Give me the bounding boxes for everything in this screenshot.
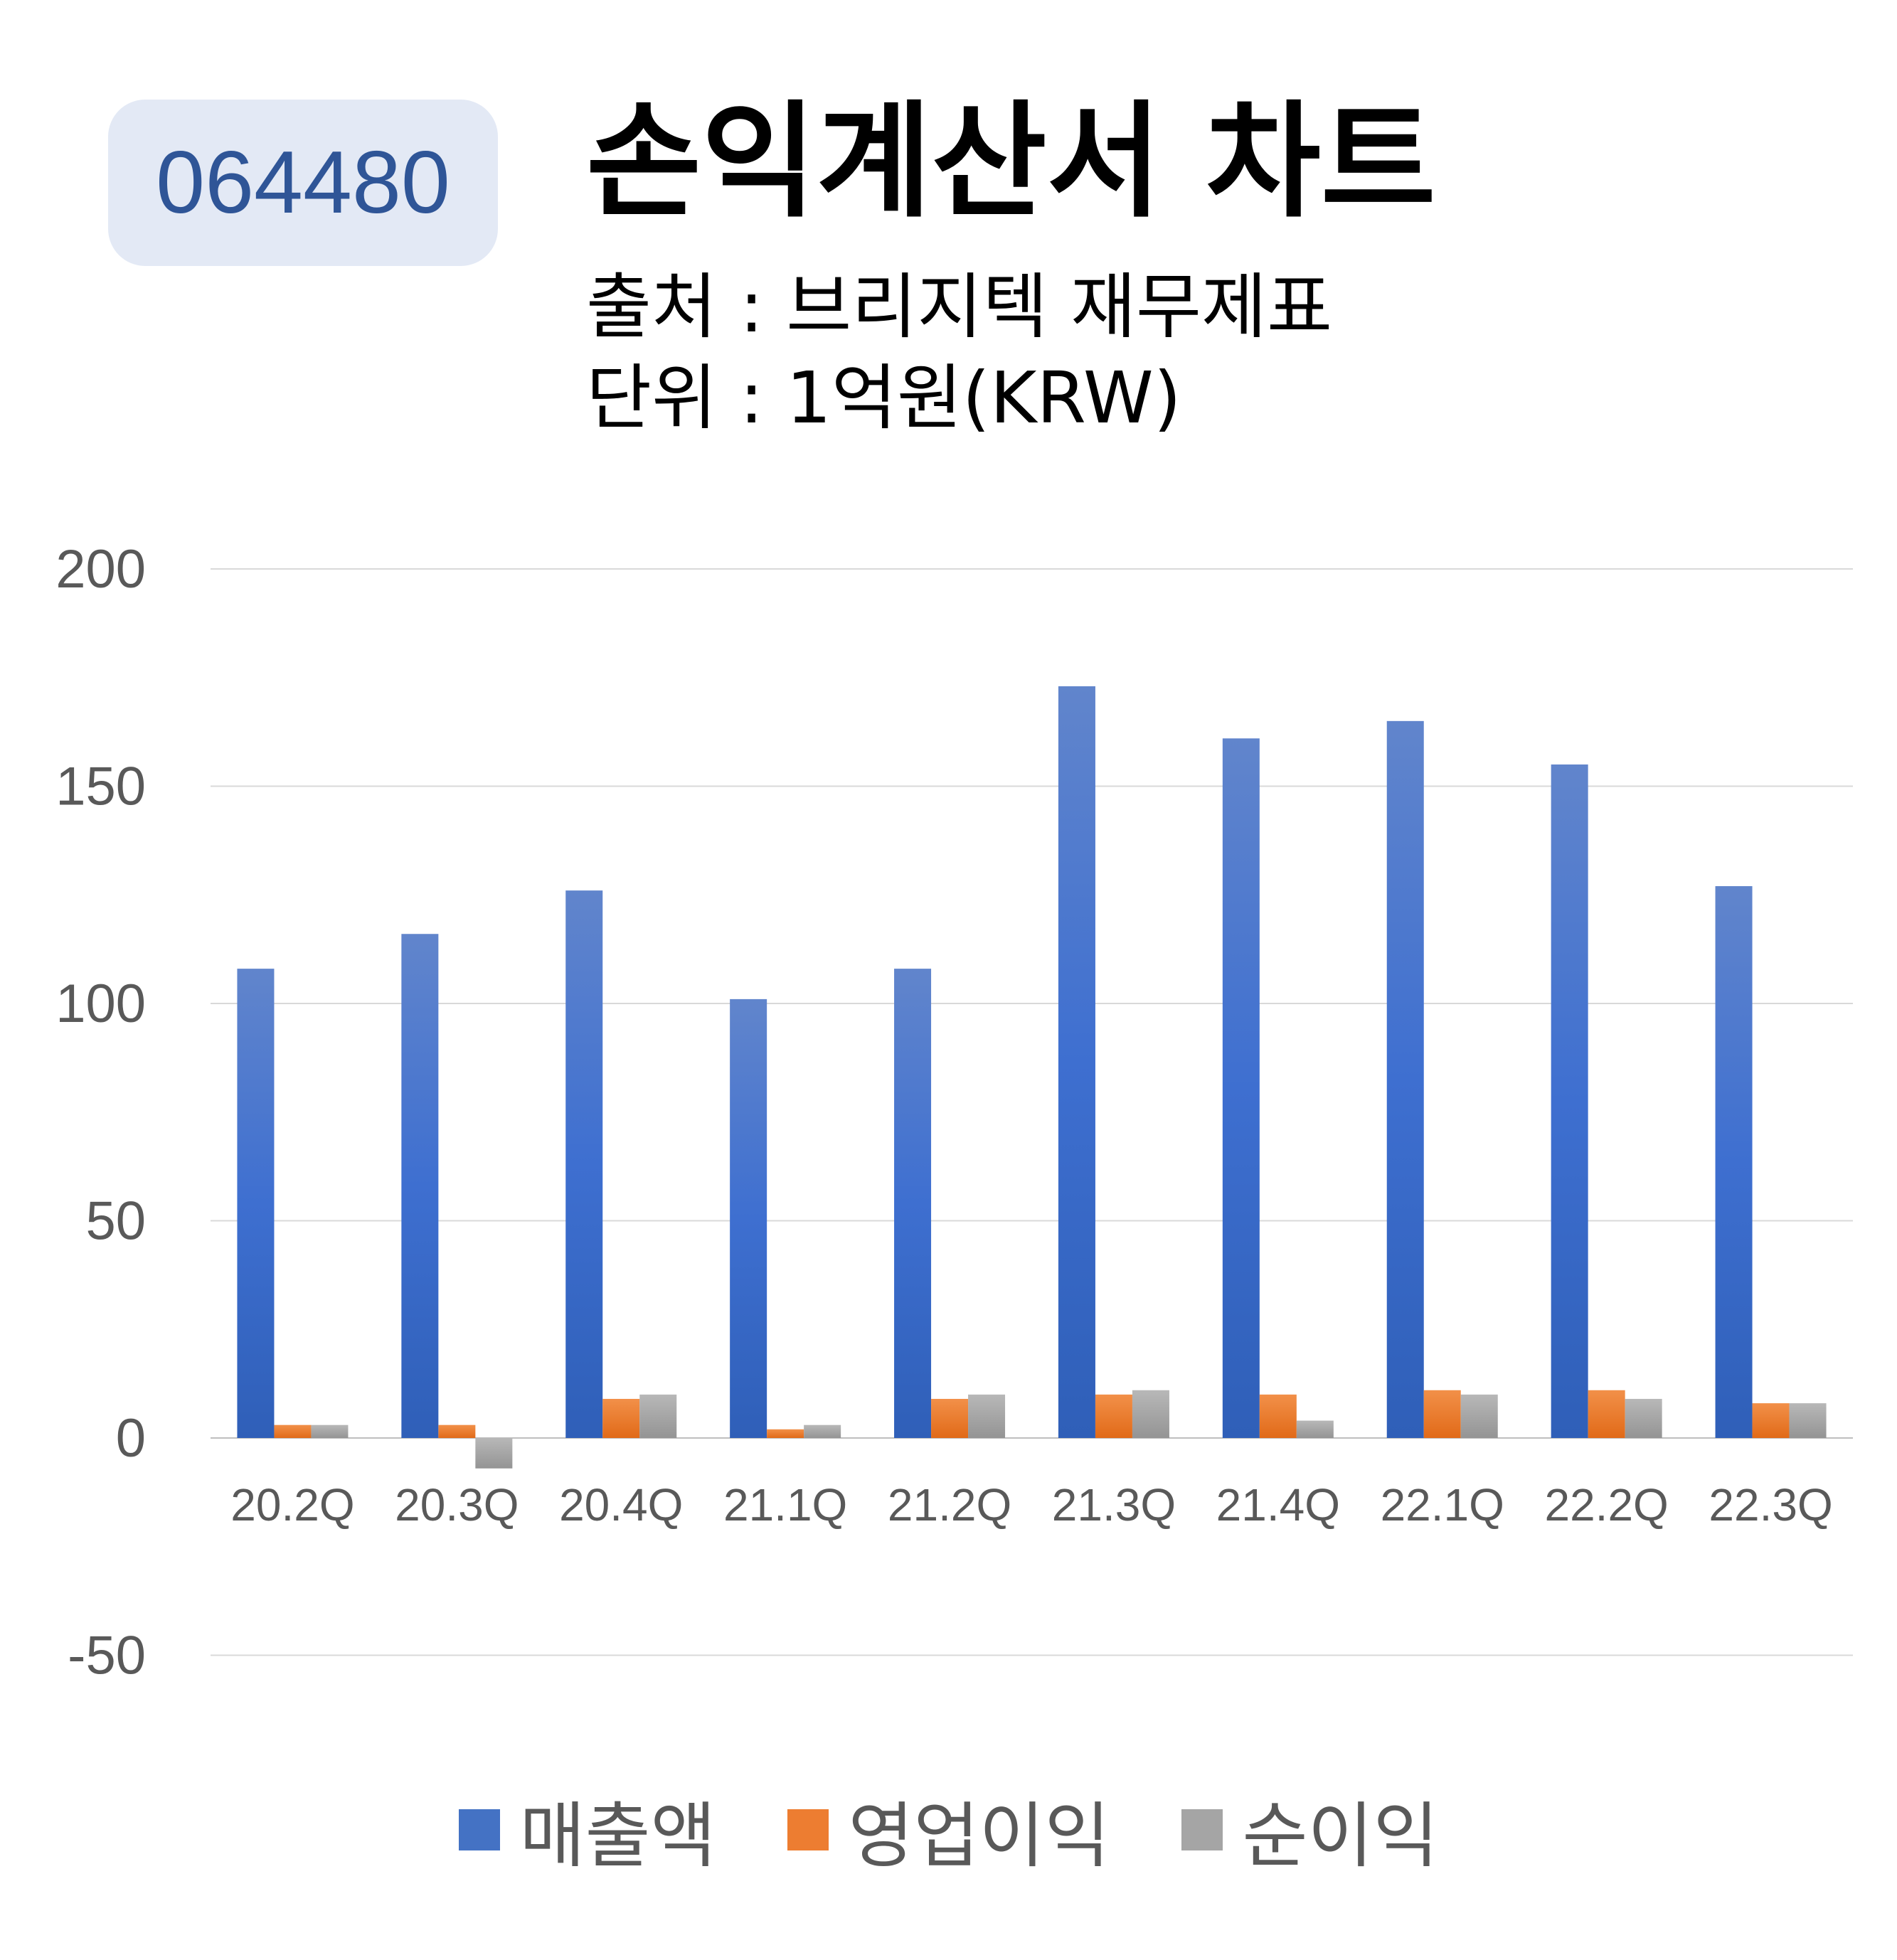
legend-item-operating-profit: 영업이익 [787,1778,1110,1881]
bar-operating-profit [1095,1394,1132,1438]
y-tick-label: 100 [55,974,146,1034]
bar-revenue [1222,738,1260,1438]
legend-swatch-operating-profit [787,1809,829,1850]
bar-net-profit [311,1424,349,1438]
bar-operating-profit [931,1399,969,1438]
x-tick-label: 20.3Q [395,1479,519,1530]
bar-revenue [1058,686,1095,1438]
legend-label-revenue: 매출액 [519,1794,716,1878]
y-tick-label: 0 [116,1408,146,1469]
bar-revenue [1715,886,1753,1438]
x-tick-label: 21.3Q [1052,1479,1176,1530]
bar-net-profit [639,1394,677,1438]
bar-revenue [1386,720,1424,1438]
bar-net-profit [1625,1399,1662,1438]
bar-operating-profit [1588,1390,1625,1438]
bar-net-profit [1789,1403,1827,1438]
y-tick-label: 150 [55,757,146,817]
x-tick-label: 22.2Q [1544,1479,1668,1530]
source-note: 출처 : 브리지텍 재무제표 [586,265,1333,348]
x-tick-label: 21.2Q [888,1479,1011,1530]
bar-net-profit [1460,1394,1498,1438]
unit-note: 단위 : 1억원(KRW) [586,356,1181,440]
stock-code: 064480 [156,134,450,232]
x-tick-label: 20.2Q [230,1479,354,1530]
bar-revenue [237,969,275,1438]
legend: 매출액 영업이익 순이익 [0,1778,1897,1881]
legend-item-net-profit: 순이익 [1181,1778,1439,1881]
bar-operating-profit [1423,1390,1461,1438]
legend-item-revenue: 매출액 [458,1778,716,1881]
bar-operating-profit [602,1399,640,1438]
y-tick-label: -50 [68,1626,146,1686]
bar-revenue [730,998,767,1438]
bar-net-profit [804,1424,841,1438]
x-tick-label: 22.3Q [1709,1479,1832,1530]
bar-net-profit [1132,1390,1169,1438]
legend-swatch-revenue [458,1809,500,1850]
bar-net-profit [968,1394,1006,1438]
bar-revenue [894,969,932,1438]
bar-revenue [401,934,439,1438]
legend-swatch-net-profit [1181,1809,1223,1850]
bar-operating-profit [438,1424,476,1438]
bar-operating-profit [274,1424,312,1438]
bar-net-profit [1296,1420,1334,1438]
x-tick-label: 20.4Q [559,1479,683,1530]
bar-operating-profit [1752,1403,1790,1438]
y-tick-label: 200 [55,539,146,600]
bar-operating-profit [1259,1394,1297,1438]
stock-code-badge: 064480 [108,100,498,266]
bar-revenue [1551,764,1588,1438]
bar-revenue [565,890,603,1438]
bar-net-profit [475,1438,513,1469]
x-tick-label: 21.1Q [723,1479,847,1530]
legend-label-operating-profit: 영업이익 [848,1794,1110,1878]
x-tick-label: 22.1Q [1381,1479,1504,1530]
chart-title: 손익계산서 차트 [586,89,1436,235]
bar-operating-profit [767,1429,804,1438]
x-tick-label: 21.4Q [1216,1479,1340,1530]
legend-label-net-profit: 순이익 [1242,1794,1439,1878]
y-tick-label: 50 [85,1191,146,1252]
